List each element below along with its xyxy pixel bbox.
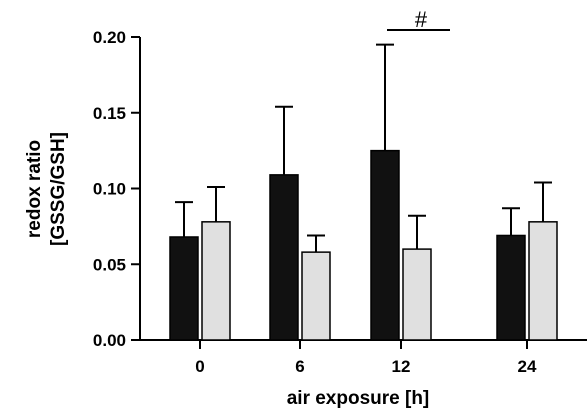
y-tick-label: 0.20 <box>93 28 126 47</box>
bar <box>403 249 431 340</box>
bar <box>202 222 230 340</box>
y-tick-label: 0.05 <box>93 255 126 274</box>
bar <box>270 175 298 340</box>
error-bars <box>175 45 552 253</box>
bar <box>170 237 198 340</box>
y-axis-title-line1: redox ratio <box>24 140 45 238</box>
y-tick-label: 0.15 <box>93 104 126 123</box>
bar <box>302 252 330 340</box>
bar <box>529 222 557 340</box>
y-axis-title-line2: [GSSG/GSH] <box>48 132 69 246</box>
bar <box>497 235 525 340</box>
bars <box>170 151 557 340</box>
significance-annotation: # <box>387 7 450 32</box>
x-tick-label: 12 <box>392 357 411 376</box>
significance-marker: # <box>415 7 428 32</box>
x-tick-label: 0 <box>195 357 204 376</box>
y-tick-label: 0.10 <box>93 180 126 199</box>
x-axis-title: air exposure [h] <box>287 388 430 409</box>
bar <box>371 151 399 340</box>
y-tick-label: 0.00 <box>93 331 126 350</box>
x-tick-label: 6 <box>295 357 304 376</box>
x-tick-label: 24 <box>518 357 537 376</box>
